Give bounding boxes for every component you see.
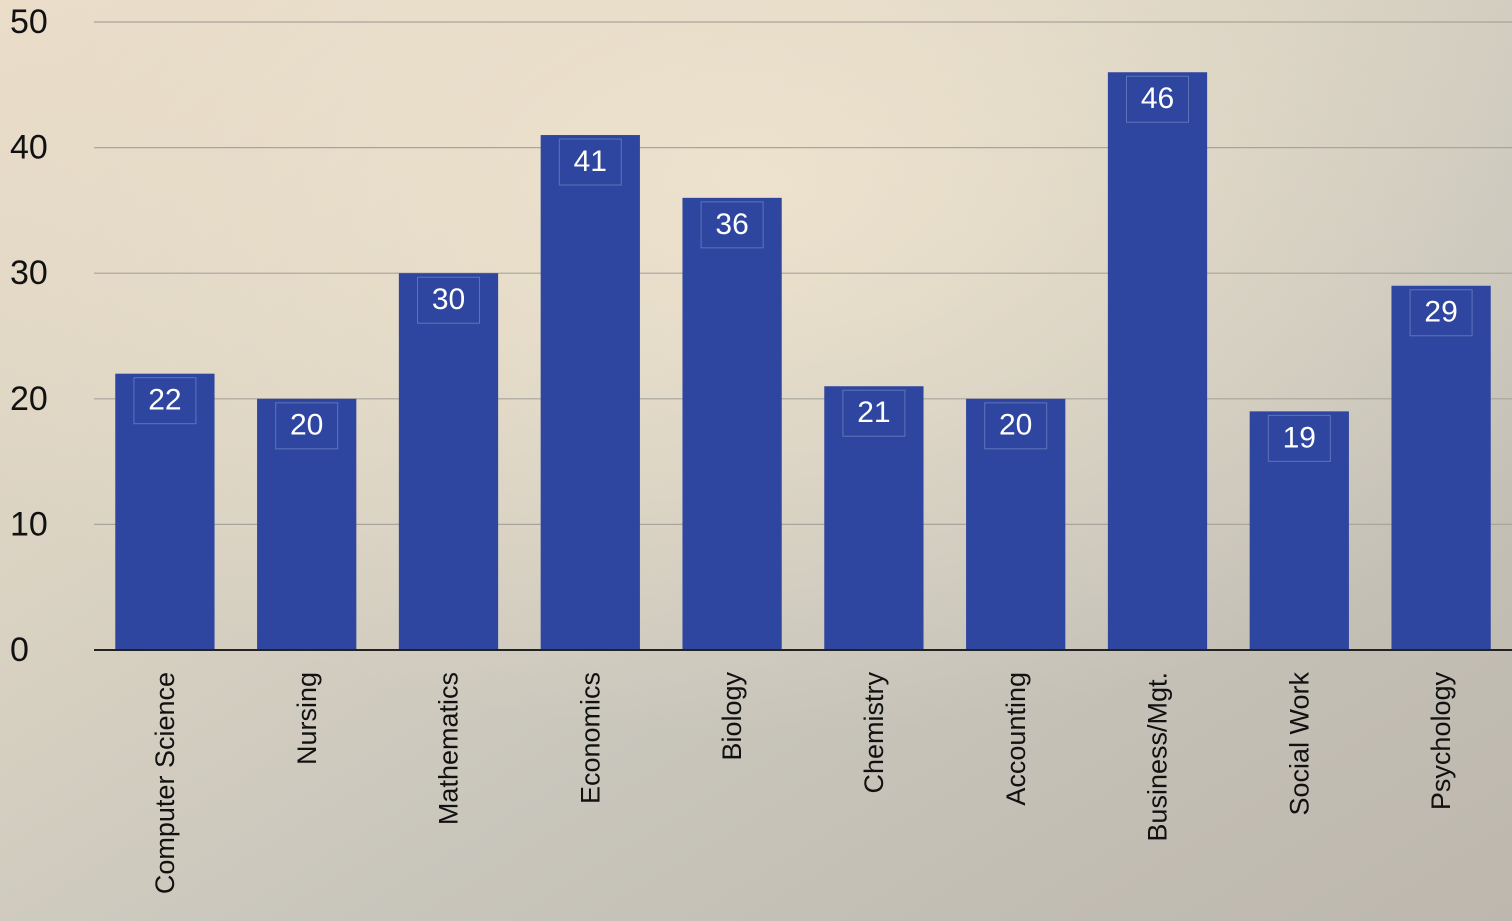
bar	[1249, 411, 1349, 650]
value-label: 20	[290, 409, 323, 442]
x-tick-label: Mathematics	[434, 672, 464, 825]
x-tick-label: Chemistry	[859, 672, 889, 794]
bar	[1391, 285, 1491, 650]
value-label-box	[984, 402, 1048, 450]
value-label: 20	[999, 409, 1032, 442]
x-tick-label: Economics	[575, 672, 605, 804]
x-tick-label: Nursing	[292, 672, 322, 765]
value-label: 29	[1424, 296, 1457, 329]
y-tick-label: 20	[10, 380, 48, 418]
bar	[540, 135, 640, 651]
value-label: 36	[715, 208, 748, 241]
value-label: 19	[1283, 421, 1316, 454]
bar	[824, 386, 924, 650]
value-label: 22	[148, 384, 181, 417]
bar	[682, 197, 782, 650]
value-label-box	[275, 402, 339, 450]
value-label-box	[417, 276, 480, 324]
x-tick-label: Social Work	[1284, 672, 1314, 816]
value-label: 46	[1141, 82, 1174, 115]
value-label-box	[700, 201, 764, 249]
value-label: 41	[574, 145, 607, 178]
x-tick-label: Accounting	[1001, 672, 1031, 806]
bar	[398, 273, 499, 650]
y-tick-label: 10	[10, 505, 48, 543]
value-label-box	[842, 389, 906, 437]
value-label: 21	[857, 396, 890, 429]
bar	[257, 398, 357, 650]
x-tick-label: Biology	[717, 672, 747, 761]
bar	[966, 398, 1066, 650]
value-label-box	[558, 138, 622, 186]
y-tick-label: 40	[10, 129, 48, 167]
value-label-box	[1126, 75, 1189, 123]
bar	[115, 373, 215, 650]
x-tick-label: Computer Science	[150, 672, 180, 894]
value-label: 30	[432, 283, 465, 316]
value-label-box	[1409, 289, 1473, 337]
x-tick-label: Business/Mgt.	[1143, 672, 1173, 842]
y-tick-label: 30	[10, 254, 48, 292]
x-tick-label: Psychology	[1426, 672, 1456, 811]
y-tick-label: 50	[10, 3, 48, 41]
y-tick-label: 0	[10, 631, 29, 669]
bar	[1107, 72, 1208, 651]
value-label-box	[133, 377, 197, 425]
value-label-box	[1267, 414, 1331, 462]
